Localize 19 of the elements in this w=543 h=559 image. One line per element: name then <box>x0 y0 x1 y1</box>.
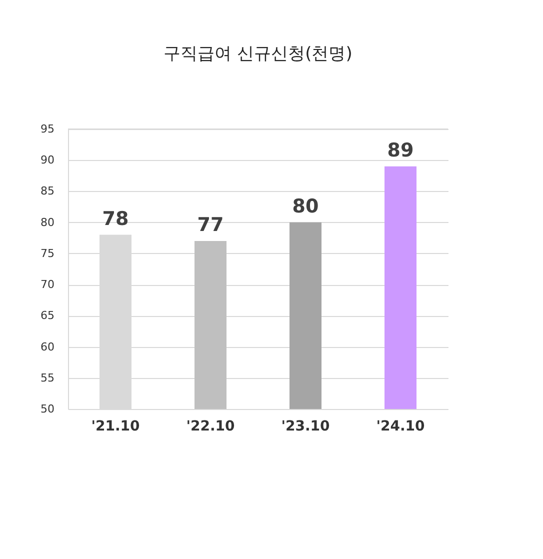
data-label: 80 <box>292 195 319 218</box>
y-tick-label: 60 <box>40 340 54 354</box>
y-tick-label: 95 <box>40 122 54 136</box>
x-tick-label: '22.10 <box>186 418 236 434</box>
y-tick-label: 90 <box>40 154 54 167</box>
x-tick-label: '24.10 <box>376 418 426 434</box>
data-label: 89 <box>387 139 414 162</box>
x-tick-label: '21.10 <box>91 418 140 434</box>
y-tick-label: 85 <box>40 184 54 198</box>
y-tick-label: 50 <box>40 402 54 416</box>
y-tick-label: 55 <box>40 371 54 384</box>
y-tick-label: 75 <box>40 246 54 260</box>
y-tick-label: 70 <box>40 278 54 292</box>
y-tick-label: 65 <box>40 309 54 322</box>
data-label: 78 <box>102 208 129 230</box>
y-tick-label: 80 <box>40 216 54 229</box>
chart-title: 구직급여 신규신청(천명) <box>164 44 352 64</box>
data-label: 77 <box>197 214 224 236</box>
x-tick-label: '23.10 <box>281 418 330 434</box>
